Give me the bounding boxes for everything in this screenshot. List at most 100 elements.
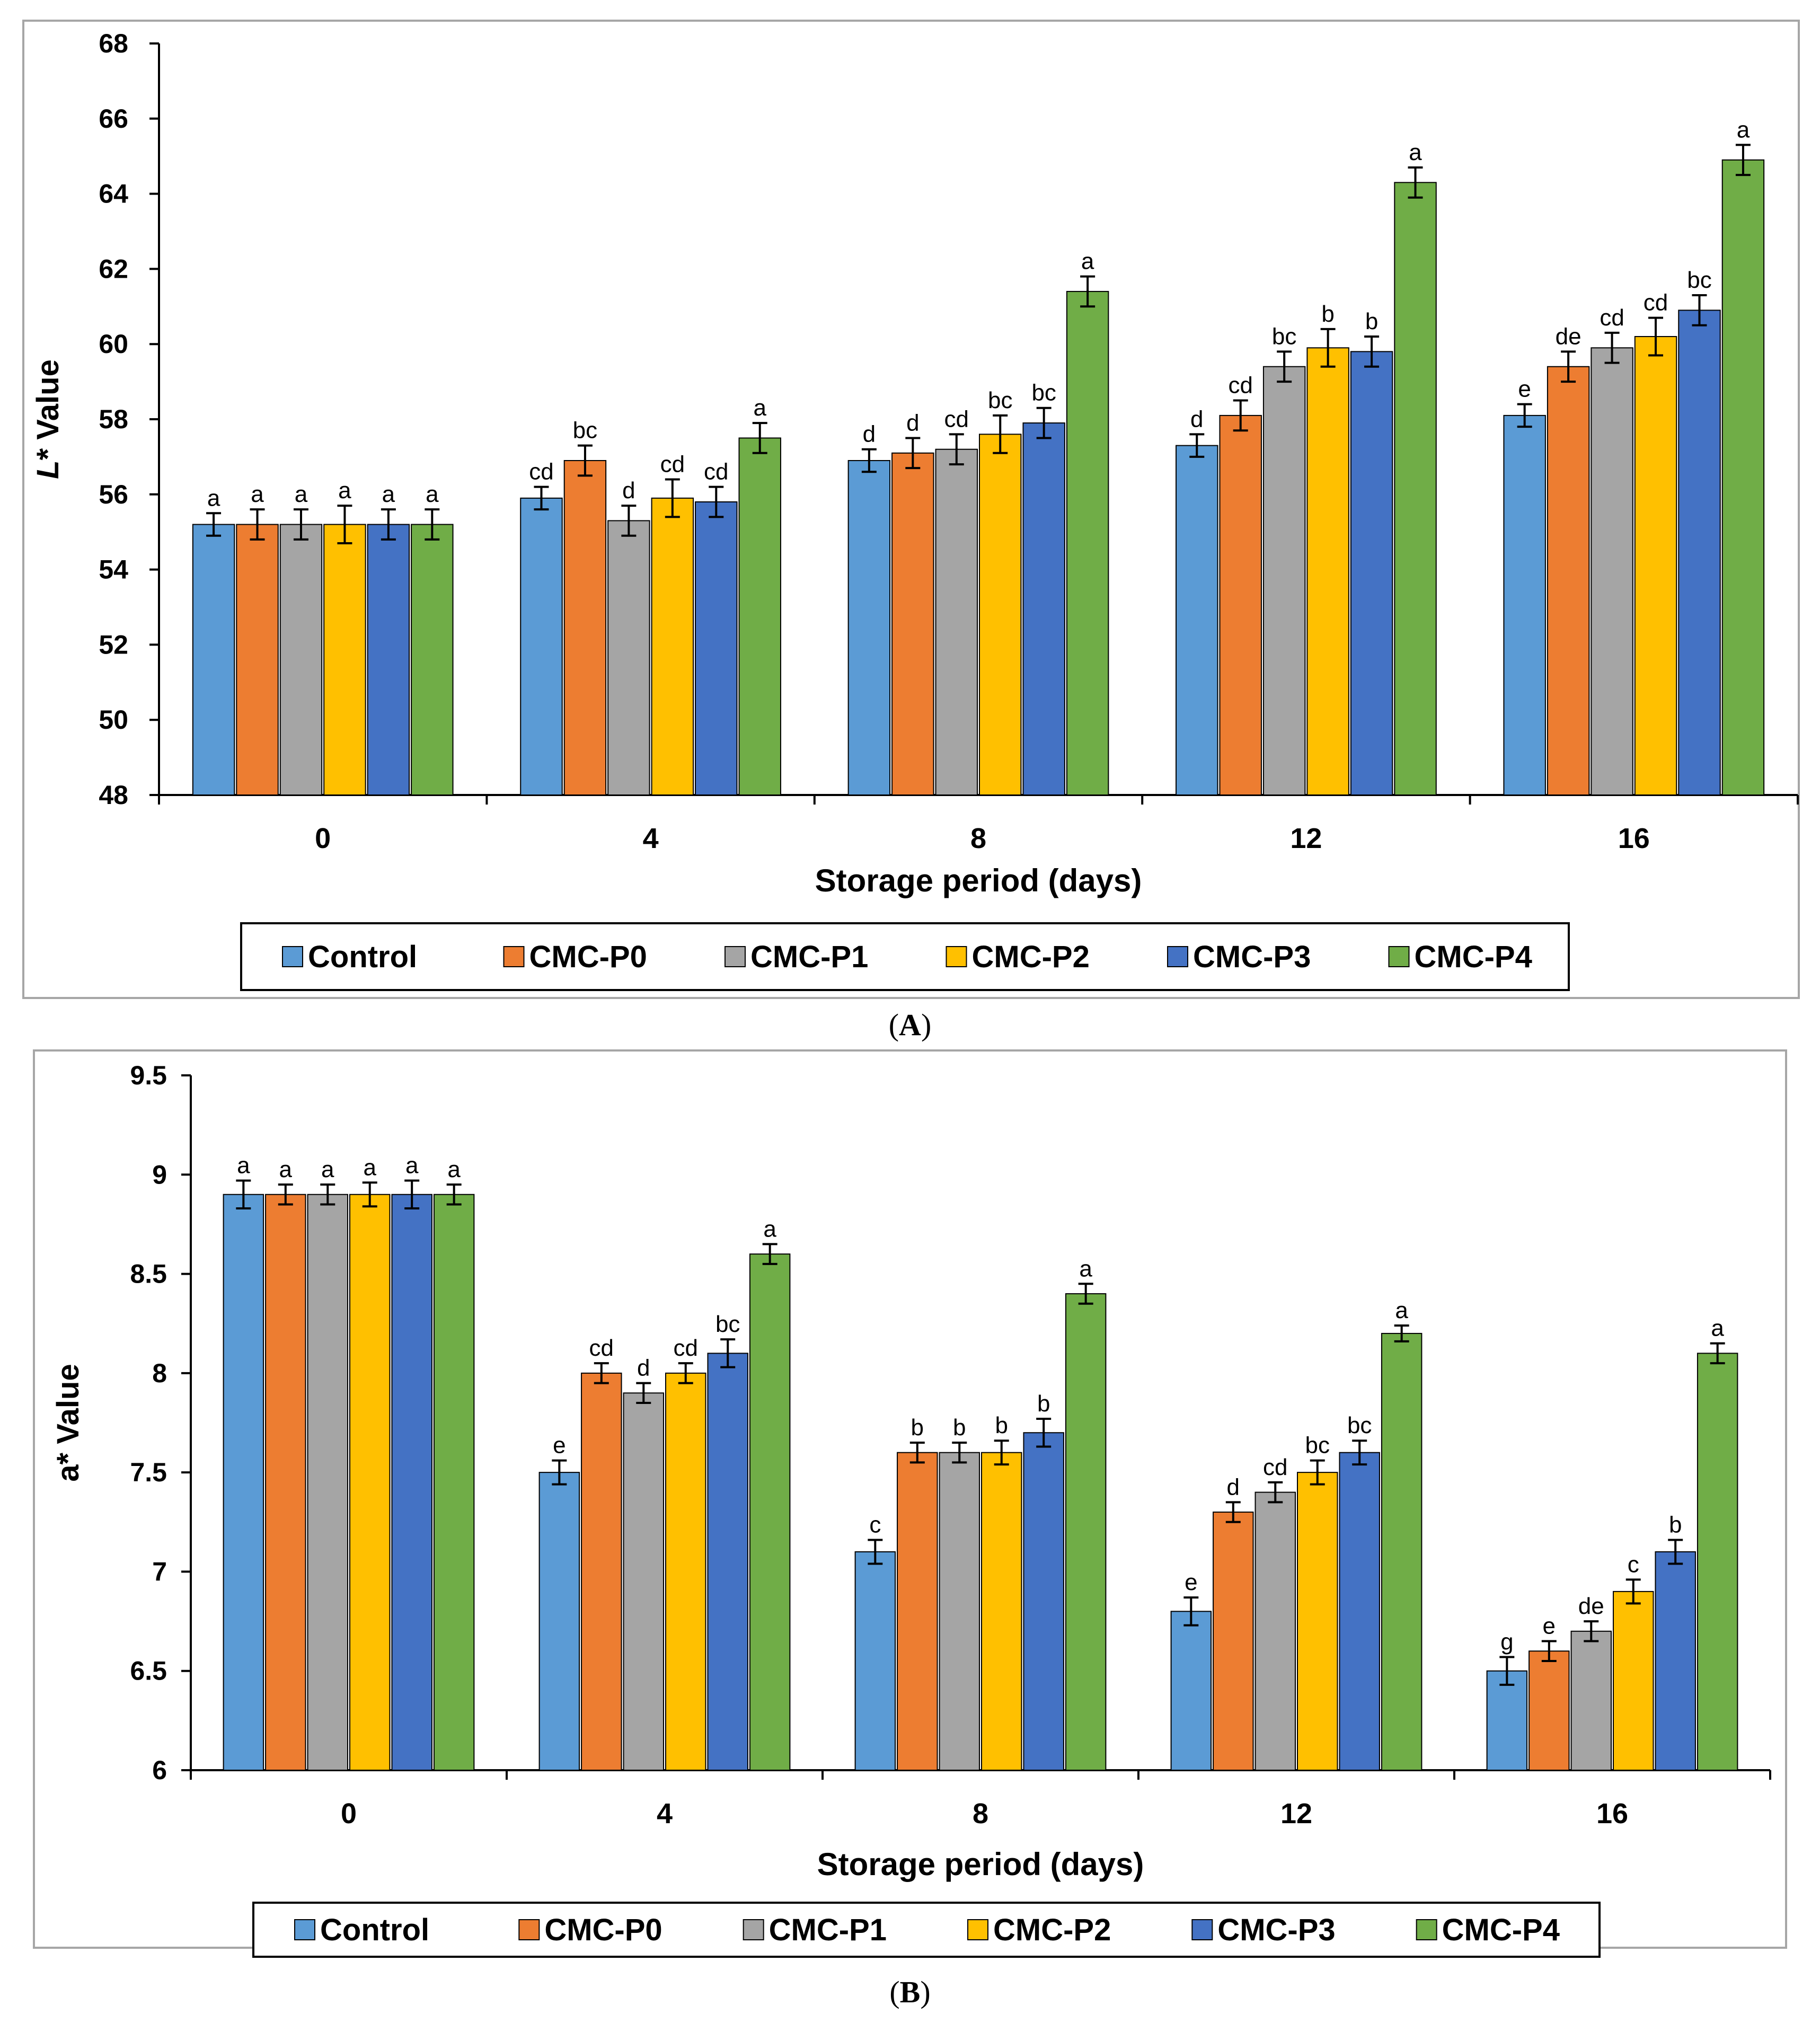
bar-cmc-p0-day-16	[1529, 1650, 1570, 1771]
legend-label: Control	[308, 940, 417, 974]
bar-control-day-12	[1170, 1611, 1212, 1771]
legend-box	[240, 922, 1570, 991]
significance-letter: bc	[1272, 323, 1296, 349]
y-tick-label: 6	[152, 1755, 167, 1785]
bar-cmc-p4-day-12	[1394, 182, 1437, 796]
y-axis-title-italic: L	[31, 460, 65, 479]
legend-swatch-control	[294, 1919, 315, 1940]
y-tick-label: 68	[99, 29, 128, 58]
bar-cmc-p3-day-8	[1022, 422, 1065, 796]
bar-cmc-p3-day-4	[707, 1353, 748, 1771]
significance-letter: a	[1395, 1297, 1408, 1323]
caption-b: (B)	[0, 1974, 1820, 2010]
significance-letter: b	[911, 1415, 924, 1441]
bar-cmc-p1-day-8	[939, 1452, 980, 1771]
bar-cmc-p4-day-4	[738, 437, 781, 796]
legend-label: CMC-P1	[750, 940, 868, 974]
significance-letter: bc	[715, 1311, 740, 1337]
significance-letter: e	[1543, 1613, 1556, 1639]
significance-letter: de	[1578, 1593, 1604, 1619]
significance-letter: a	[363, 1154, 376, 1180]
significance-letter: a	[251, 481, 264, 507]
legend-label: CMC-P3	[1217, 1913, 1335, 1947]
bar-cmc-p2-day-16	[1634, 336, 1677, 796]
significance-letter: a	[753, 395, 766, 421]
bar-cmc-p0-day-0	[265, 1194, 306, 1771]
bar-cmc-p4-day-0	[433, 1194, 475, 1771]
significance-letter: b	[953, 1415, 966, 1441]
significance-letter: b	[1321, 301, 1334, 327]
bar-control-day-4	[520, 497, 563, 796]
x-axis-title: Storage period (days)	[815, 863, 1142, 898]
x-category-label: 16	[1618, 823, 1650, 854]
significance-letter: a	[1081, 249, 1094, 275]
y-tick-label: 6.5	[130, 1656, 167, 1686]
bar-cmc-p0-day-8	[891, 452, 934, 796]
x-category-label: 4	[643, 823, 659, 854]
significance-letter: d	[863, 421, 876, 447]
legend-label: CMC-P2	[993, 1913, 1111, 1947]
significance-letter: a	[1079, 1256, 1092, 1282]
x-category-label: 8	[970, 823, 986, 854]
bar-control-day-0	[223, 1194, 264, 1771]
legend-swatch-cmc-p1	[743, 1919, 764, 1940]
significance-letter: e	[1518, 376, 1531, 402]
significance-letter: a	[1737, 117, 1750, 143]
significance-letter: cd	[529, 459, 553, 485]
legend-label: CMC-P4	[1415, 940, 1532, 974]
bar-cmc-p0-day-4	[563, 460, 607, 796]
y-axis-title: a* Value	[51, 1364, 85, 1481]
legend-label: CMC-P0	[529, 940, 647, 974]
x-category-label: 12	[1290, 823, 1322, 854]
bar-cmc-p1-day-8	[935, 448, 978, 796]
bar-cmc-p3-day-4	[695, 501, 738, 796]
significance-letter: bc	[1687, 267, 1711, 293]
significance-letter: cd	[944, 406, 969, 432]
significance-letter: a	[405, 1153, 419, 1179]
y-tick-label: 56	[99, 480, 128, 509]
y-tick-label: 58	[99, 404, 128, 434]
y-tick-label: 8	[152, 1358, 167, 1388]
caption-b-prefix: (	[889, 1975, 900, 2009]
significance-letter: e	[1185, 1569, 1197, 1595]
significance-letter: a	[207, 485, 220, 511]
caption-b-label: B	[899, 1975, 921, 2009]
legend-label: CMC-P4	[1442, 1913, 1560, 1947]
significance-letter: a	[447, 1156, 461, 1182]
bar-cmc-p3-day-12	[1350, 351, 1393, 796]
legend-swatch-cmc-p0	[503, 946, 525, 967]
significance-letter: cd	[1644, 290, 1668, 316]
significance-letter: a	[426, 481, 439, 507]
legend-swatch-cmc-p4	[1416, 1919, 1437, 1940]
bar-control-day-16	[1486, 1670, 1528, 1771]
legend-swatch-cmc-p2	[946, 946, 967, 967]
bar-cmc-p4-day-16	[1697, 1353, 1738, 1771]
y-tick-label: 50	[99, 705, 128, 735]
significance-letter: b	[1669, 1512, 1682, 1538]
x-category-label: 0	[315, 823, 331, 854]
legend-label: CMC-P0	[544, 1913, 662, 1947]
bar-cmc-p3-day-8	[1023, 1432, 1064, 1771]
caption-a: (A)	[0, 1007, 1820, 1043]
legend-swatch-cmc-p3	[1167, 946, 1188, 967]
bar-cmc-p1-day-0	[307, 1194, 348, 1771]
legend-swatch-cmc-p4	[1388, 946, 1410, 967]
legend-label: CMC-P3	[1193, 940, 1311, 974]
significance-letter: cd	[660, 451, 685, 477]
significance-letter: b	[995, 1412, 1008, 1438]
caption-b-suffix: )	[920, 1975, 931, 2009]
bar-control-day-4	[538, 1472, 580, 1771]
legend-label: Control	[320, 1913, 429, 1947]
y-tick-label: 8.5	[130, 1259, 167, 1289]
significance-letter: a	[321, 1156, 334, 1182]
bar-cmc-p0-day-16	[1547, 366, 1590, 796]
y-tick-label: 60	[99, 329, 128, 359]
legend-box	[252, 1902, 1601, 1958]
bar-cmc-p3-day-0	[391, 1194, 432, 1771]
significance-letter: a	[382, 481, 395, 507]
bar-control-day-8	[854, 1551, 896, 1771]
bar-cmc-p1-day-12	[1262, 366, 1306, 796]
y-axis-title-rest: * Value	[31, 359, 65, 460]
bar-cmc-p4-day-16	[1721, 159, 1765, 796]
bar-cmc-p1-day-0	[279, 524, 323, 796]
